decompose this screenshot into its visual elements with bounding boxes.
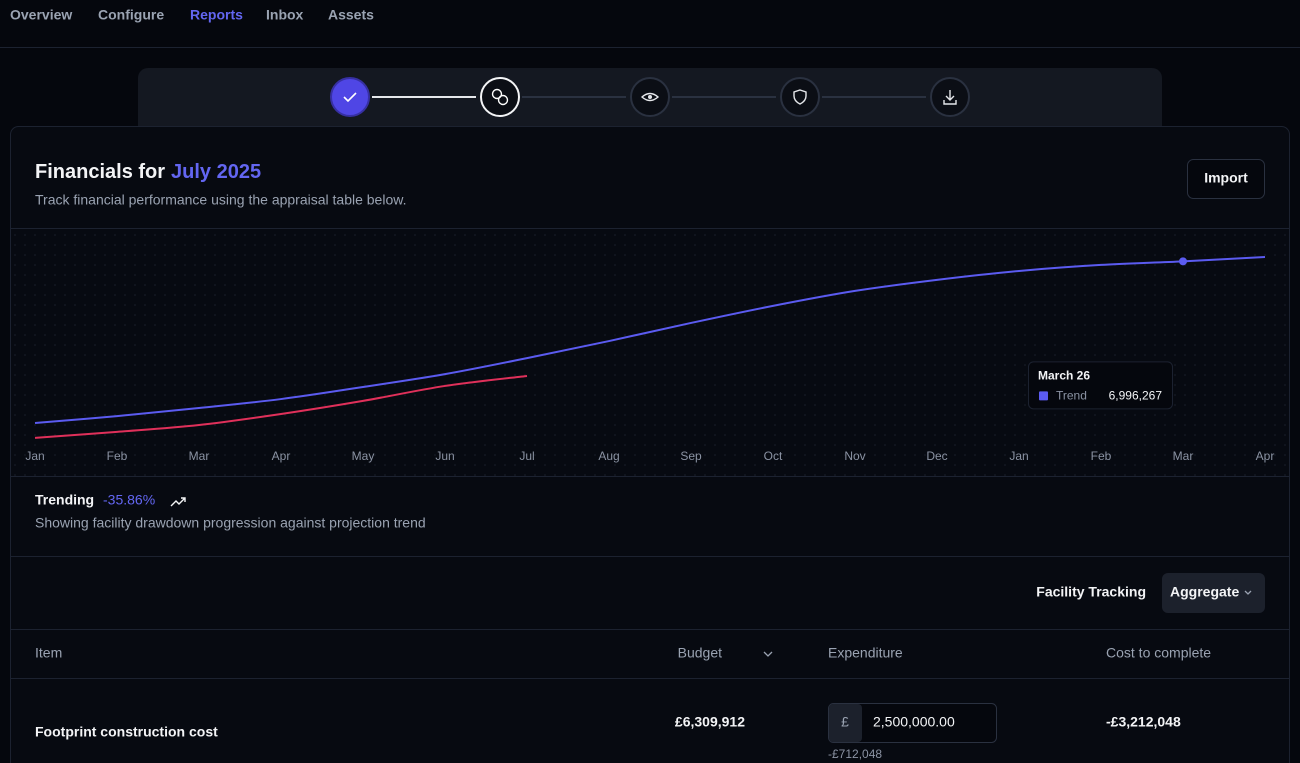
x-tick-label: Feb	[1091, 449, 1112, 463]
nav-tab[interactable]: Inbox	[266, 7, 304, 23]
nav-tab[interactable]: Assets	[328, 7, 374, 23]
shield-icon	[793, 89, 807, 105]
tooltip	[1028, 361, 1173, 410]
trending-description: Showing facility drawdown progression ag…	[35, 515, 426, 531]
step-done[interactable]	[330, 77, 370, 117]
select-value: Aggregate	[1170, 584, 1239, 600]
x-tick-label: Nov	[844, 449, 865, 463]
col-header: Expenditure	[828, 645, 903, 661]
tooltip-title: March 26	[1038, 369, 1090, 383]
eye-icon	[640, 92, 660, 102]
row-budget: £6,309,912	[675, 714, 745, 730]
tooltip-value: 6,996,267	[1109, 389, 1163, 403]
row-item: Footprint construction cost	[35, 724, 218, 740]
filter-label: Facility Tracking	[1036, 584, 1146, 600]
x-tick-label: Jun	[435, 449, 454, 463]
trend-icon	[170, 497, 186, 507]
x-tick-label: Apr	[272, 449, 291, 463]
tooltip-swatch	[1039, 391, 1048, 401]
period: July 2025	[171, 161, 261, 183]
cost-to-complete: -£3,212,048	[1106, 714, 1181, 730]
sort-icon[interactable]	[763, 651, 773, 657]
x-tick-label: Mar	[1173, 449, 1194, 463]
variance: -£712,048	[828, 747, 882, 761]
col-header: Cost to complete	[1106, 645, 1211, 661]
nav-tab[interactable]: Overview	[10, 7, 72, 23]
x-tick-label: Oct	[764, 449, 783, 463]
import-button[interactable]	[1187, 159, 1265, 199]
coins-icon	[497, 94, 509, 106]
x-tick-label: Apr	[1256, 449, 1275, 463]
x-tick-label: May	[352, 449, 375, 463]
active-point	[1179, 257, 1187, 266]
col-header: Item	[35, 645, 62, 661]
chart: Jan Feb Mar Apr May Jun Jul Aug Sep Oct Nov Dec Jan F…	[25, 256, 1275, 463]
currency-addon	[829, 704, 862, 742]
nav-tab[interactable]: Reports	[190, 7, 243, 23]
expenditure-value: 2,500,000.00	[873, 714, 955, 730]
coins-icon	[491, 88, 503, 100]
step[interactable]	[780, 77, 820, 117]
expenditure-input[interactable]	[828, 703, 997, 743]
eye-icon	[648, 95, 652, 99]
trending-value: -35.86%	[103, 492, 155, 508]
trending-label: Trending	[35, 492, 94, 508]
x-tick-label: Feb	[107, 449, 128, 463]
card-title: Financials for July 2025	[35, 161, 261, 183]
x-tick-label: Sep	[680, 449, 702, 463]
currency: £	[841, 714, 849, 730]
series-line	[34, 256, 1266, 424]
tooltip-series: Trend	[1056, 389, 1087, 403]
title-text: Financials for	[35, 161, 165, 183]
x-tick-label: Jan	[1009, 449, 1028, 463]
card-subtitle: Track financial performance using the ap…	[35, 192, 406, 208]
x-tick-label: Mar	[189, 449, 210, 463]
nav-tab[interactable]: Configure	[98, 7, 164, 23]
chart-background	[11, 229, 1289, 476]
series-line	[34, 374, 528, 439]
download-icon	[943, 90, 957, 105]
col-header[interactable]: Budget	[678, 645, 722, 661]
aggregate-select[interactable]	[1162, 573, 1265, 613]
check-icon	[343, 92, 357, 103]
nav-bar: Overview Configure Reports Inbox Assets	[10, 7, 374, 23]
chevron	[1244, 590, 1252, 595]
x-tick-label: Dec	[926, 449, 947, 463]
x-tick-label: Jan	[25, 449, 44, 463]
import-label: Import	[1204, 170, 1248, 186]
x-tick-label: Jul	[519, 449, 534, 463]
x-tick-label: Aug	[598, 449, 619, 463]
